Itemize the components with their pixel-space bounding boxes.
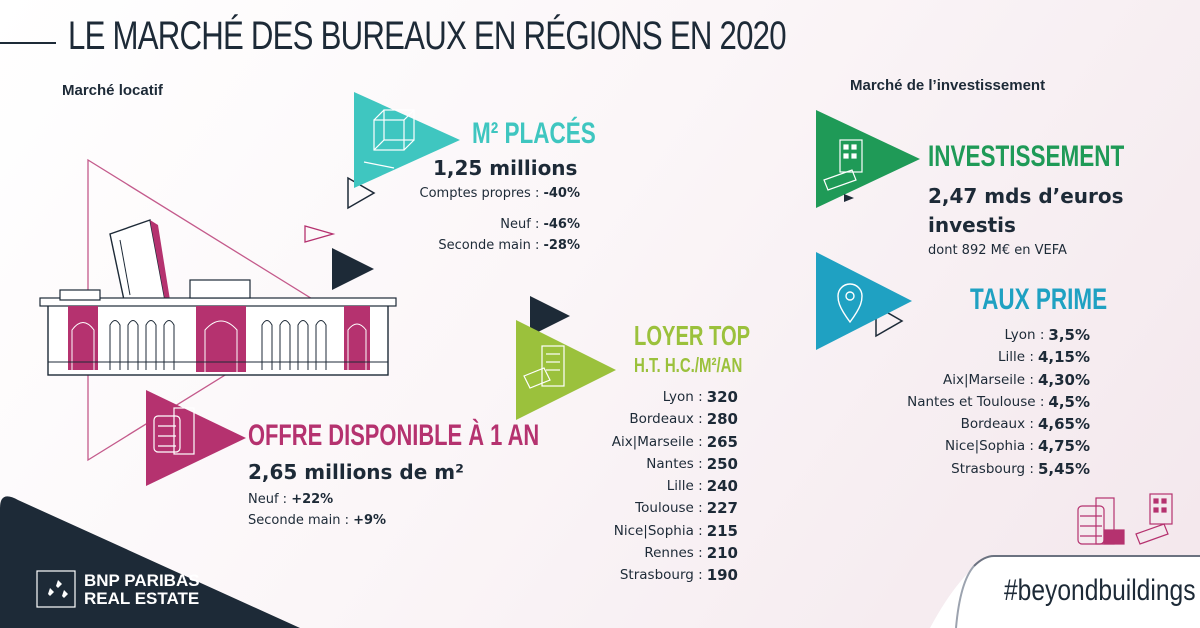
hashtag-box — [930, 555, 1200, 628]
prime-rate-row: Bordeaux :4,65% — [960, 415, 1090, 434]
rent-list: Lyon :320 Bordeaux :280 Aix|Marseile :26… — [538, 386, 738, 587]
capitole-illustration — [39, 158, 397, 462]
m2-placed-heading: M² PLACÉS — [472, 117, 596, 150]
m2-detail-own: Comptes propres : -40% — [419, 186, 580, 201]
price-tag-icon — [523, 345, 565, 389]
decor-outline-triangle — [875, 304, 904, 338]
rent-row: Lille :240 — [666, 477, 738, 496]
cube-icon — [363, 109, 415, 169]
euro-ticket-icon — [823, 139, 863, 191]
prime-rate-heading: TAUX PRIME — [970, 283, 1108, 316]
m2-placed-value: 1,25 millions — [433, 156, 578, 180]
rent-row: Strasbourg :190 — [619, 566, 738, 585]
prime-rate-row: Aix|Marseile :4,30% — [942, 370, 1090, 389]
rent-row: Bordeaux :280 — [629, 410, 738, 429]
rent-row: Nantes :250 — [646, 454, 738, 473]
prime-rate-row: Nantes et Toulouse :4,5% — [907, 392, 1090, 411]
rent-row: Lyon :320 — [662, 388, 738, 406]
prime-rate-row: Lyon :3,5% — [1004, 326, 1090, 344]
hashtag-text: #beyondbuildings — [1004, 574, 1196, 607]
investment-triangle — [816, 110, 920, 208]
bnp-stars-icon — [36, 570, 76, 608]
rent-triangle — [516, 320, 616, 420]
page-title: LE MARCHÉ DES BUREAUX EN RÉGIONS EN 2020 — [68, 14, 787, 58]
prime-rate-triangle — [816, 252, 912, 350]
rent-row: Nice|Sophia :215 — [613, 521, 738, 540]
location-pin-icon — [837, 283, 863, 324]
prime-rate-list: Lyon :3,5% Lille :4,15% Aix|Marseile :4,… — [830, 324, 1090, 480]
rent-subheading: H.T. H.C./M²/AN — [634, 355, 743, 377]
decor-triangle — [530, 296, 570, 336]
title-rule — [0, 42, 56, 44]
investment-value-line2: investis — [928, 213, 1016, 237]
corner-icons — [1077, 493, 1173, 545]
brand-line2: REAL ESTATE — [84, 589, 200, 608]
prime-rate-row: Nice|Sophia :4,75% — [945, 437, 1090, 456]
section-investment: Marché de l’investissement — [850, 77, 1046, 94]
investment-heading: INVESTISSEMENT — [928, 140, 1125, 173]
offer-heading: OFFRE DISPONIBLE À 1 AN — [248, 419, 540, 452]
m2-detail-secondhand: Seconde main : -28% — [438, 238, 580, 253]
offer-detail-secondhand: Seconde main : +9% — [248, 513, 387, 528]
rent-heading: LOYER TOP — [634, 320, 751, 351]
m2-detail-new: Neuf : -46% — [500, 217, 580, 232]
section-rental: Marché locatif — [62, 82, 163, 99]
brand-line1: BNP PARIBAS — [84, 571, 200, 590]
offer-detail-new: Neuf : +22% — [248, 492, 334, 507]
rent-row: Rennes :210 — [644, 544, 738, 563]
offer-triangle — [146, 390, 246, 486]
decor-outline-triangle — [347, 176, 376, 210]
investment-value-line1: 2,47 mds d’euros — [928, 184, 1124, 208]
offer-value: 2,65 millions de m² — [248, 460, 464, 484]
rent-row: Toulouse :227 — [635, 499, 738, 518]
decor-triangle — [332, 248, 374, 290]
m2-placed-triangle — [354, 92, 460, 188]
prime-rate-row: Strasbourg :5,45% — [951, 459, 1090, 478]
investment-note: dont 892 M€ en VEFA — [928, 243, 1067, 258]
building-icon — [153, 407, 195, 455]
building-icon — [1077, 497, 1125, 545]
euro-ticket-icon — [1135, 493, 1173, 545]
prime-rate-row: Lille :4,15% — [998, 348, 1090, 367]
rent-row: Aix|Marseile :265 — [611, 432, 738, 451]
